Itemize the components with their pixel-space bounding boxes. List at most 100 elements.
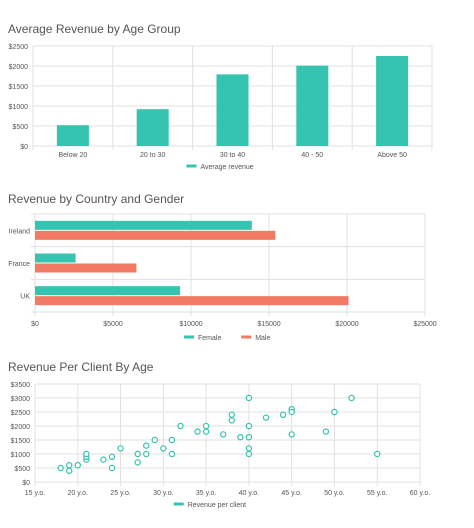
- legend: Female Male: [184, 335, 270, 342]
- data-point: [279, 411, 287, 419]
- x-tick-label: 60 y.o.: [410, 490, 431, 497]
- y-tick-label: $1500: [9, 84, 29, 91]
- legend-swatch: [173, 502, 184, 506]
- x-tick-label: 30 to 40: [220, 152, 245, 159]
- x-tick-label: $20000: [335, 321, 358, 328]
- y-tick-label: $2000: [9, 64, 29, 71]
- data-point: [177, 422, 184, 430]
- y-tick-label: $1500: [11, 438, 31, 445]
- y-tick-label: $500: [12, 124, 28, 131]
- x-tick-label: $25000: [413, 321, 436, 328]
- bar: [35, 296, 349, 306]
- y-tick-label: $1000: [9, 104, 29, 111]
- data-point: [143, 450, 150, 458]
- data-point: [262, 414, 270, 421]
- bar: [35, 220, 252, 230]
- y-tick-label: $0: [22, 480, 30, 487]
- data-point: [245, 433, 253, 441]
- y-tick-label: France: [8, 261, 30, 268]
- client-age-revenue-chart: Revenue Per Client By Age $0 $500 $1000 $15…: [0, 348, 474, 528]
- x-tick-label: 35 y.o.: [196, 490, 217, 497]
- scatter-chart-svg: $0 $500 $1000 $1500 $2000 $2500 $3000 $3500 15 y…: [11, 382, 431, 509]
- data-point: [220, 431, 227, 438]
- x-tick-label: 30 y.o.: [153, 490, 174, 497]
- legend-label: Average revenue: [201, 164, 254, 171]
- data-point: [168, 450, 176, 458]
- data-point: [117, 445, 124, 452]
- horizontal-bar-chart-svg: $0 $5000 $10000 $15000 $20000 $25000 Ireland Fr…: [8, 213, 437, 342]
- bar: [376, 56, 409, 146]
- y-tick-label: $500: [14, 466, 30, 473]
- x-tick-label: 45 y.o.: [281, 490, 302, 497]
- data-point: [331, 408, 338, 416]
- bar: [56, 125, 89, 146]
- x-tick-label: 40 y.o.: [239, 490, 260, 497]
- x-tick-label: 50 y.o.: [324, 490, 345, 497]
- bar: [35, 263, 137, 273]
- data-point: [134, 459, 141, 466]
- data-point: [134, 450, 141, 458]
- bar: [35, 230, 276, 240]
- y-tick-label: $2000: [11, 424, 31, 431]
- x-tick-label: Above 50: [377, 152, 407, 159]
- x-tick-label: 20 to 30: [140, 152, 165, 159]
- data-point: [160, 445, 167, 452]
- bar: [35, 286, 181, 296]
- data-point: [151, 436, 158, 444]
- data-point: [348, 394, 355, 402]
- x-tick-label: $5000: [103, 321, 123, 328]
- bar: [35, 253, 76, 263]
- data-point: [288, 408, 295, 416]
- data-point: [237, 433, 244, 441]
- data-point: [108, 453, 116, 461]
- data-point: [245, 445, 253, 452]
- x-tick-label: 20 y.o.: [68, 490, 89, 497]
- x-tick-label: $0: [31, 321, 39, 328]
- x-tick-label: $10000: [179, 321, 202, 328]
- bar-chart-svg: $0 $500 $1000 $1500 $2000 $2500 Below 20 20 to …: [9, 44, 433, 171]
- y-tick-label: $3500: [11, 382, 31, 389]
- data-point: [245, 394, 253, 402]
- x-tick-label: 25 y.o.: [110, 490, 131, 497]
- y-tick-label: $1000: [11, 452, 31, 459]
- legend: Average revenue: [186, 164, 254, 171]
- data-point: [374, 450, 381, 458]
- data-point: [66, 467, 73, 475]
- y-tick-label: $2500: [11, 410, 31, 417]
- data-point: [202, 428, 210, 435]
- data-point: [100, 456, 107, 463]
- data-point: [57, 464, 64, 472]
- x-tick-label: Below 20: [59, 152, 88, 159]
- chart-title: Revenue by Country and Gender: [8, 192, 185, 206]
- x-tick-label: $15000: [257, 321, 280, 328]
- data-point: [228, 411, 235, 419]
- legend-swatch: [186, 164, 197, 168]
- legend-label: Female: [198, 335, 221, 342]
- data-point: [74, 461, 81, 469]
- x-tick-label: 15 y.o.: [25, 490, 46, 497]
- x-tick-label: 40 - 50: [301, 152, 323, 159]
- legend-swatch: [184, 335, 194, 339]
- y-tick-label: $3000: [11, 396, 31, 403]
- data-point: [202, 422, 210, 430]
- data-point: [108, 464, 116, 472]
- data-point: [245, 450, 253, 458]
- bar: [296, 65, 329, 146]
- data-point: [168, 436, 176, 444]
- data-point: [245, 422, 253, 430]
- y-tick-label: Ireland: [9, 228, 31, 235]
- bar: [136, 109, 169, 146]
- data-point: [66, 461, 73, 469]
- y-tick-label: UK: [20, 294, 30, 301]
- chart-title: Average Revenue by Age Group: [8, 22, 181, 36]
- y-tick-label: $2500: [9, 44, 29, 51]
- legend: Revenue per client: [173, 502, 246, 509]
- y-tick-label: $0: [20, 144, 28, 151]
- chart-title: Revenue Per Client By Age: [8, 360, 154, 374]
- data-point: [143, 442, 150, 449]
- x-tick-label: 55 y.o.: [367, 490, 388, 497]
- age-group-revenue-chart: Average Revenue by Age Group $0 $500 $1000…: [0, 0, 474, 178]
- legend-swatch: [241, 335, 252, 339]
- data-point: [228, 417, 235, 424]
